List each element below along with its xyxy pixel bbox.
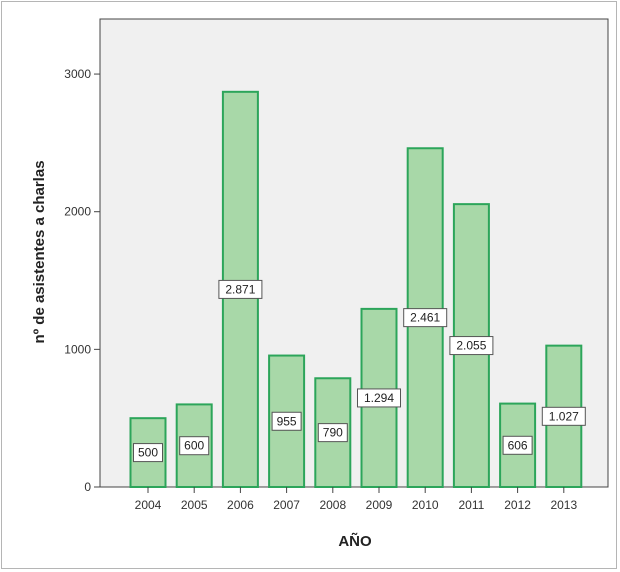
x-tick-label: 2009 bbox=[366, 498, 393, 512]
data-label-2010: 2.461 bbox=[410, 311, 440, 325]
data-label-box-2005 bbox=[179, 436, 210, 456]
data-label-box-2004 bbox=[133, 443, 163, 463]
data-label-box-2012 bbox=[502, 435, 533, 455]
data-label-2009: 1.294 bbox=[364, 391, 394, 405]
y-tick-label: 1000 bbox=[64, 342, 91, 356]
data-label-box-2006 bbox=[218, 279, 263, 299]
y-tick-label: 3000 bbox=[64, 67, 91, 81]
data-label-2005: 600 bbox=[184, 439, 204, 453]
x-tick-label: 2011 bbox=[458, 498, 484, 512]
data-label-2007: 955 bbox=[277, 414, 297, 428]
data-label-box-2008 bbox=[317, 423, 348, 443]
data-label-2013: 1.027 bbox=[549, 409, 579, 423]
data-label-2012: 606 bbox=[508, 438, 528, 452]
x-tick-label: 2007 bbox=[273, 498, 300, 512]
y-tick-label: 2000 bbox=[64, 205, 91, 219]
data-label-2004: 500 bbox=[138, 446, 158, 460]
data-labels-group: 500 600 2.871 955 790 1.294 2.461 2.055 606 1.027 bbox=[133, 279, 586, 463]
x-tick-label: 2006 bbox=[227, 498, 254, 512]
data-label-box-2009 bbox=[357, 388, 401, 408]
data-label-box-2013 bbox=[541, 406, 586, 426]
x-axis: 2004 2005 2006 2007 2008 2009 2010 2011 2012 2013 bbox=[135, 487, 577, 512]
y-axis-title: nº de asistentes a charlas bbox=[31, 160, 48, 343]
y-tick-label: 0 bbox=[84, 480, 91, 494]
data-label-2008: 790 bbox=[323, 426, 343, 440]
x-tick-label: 2010 bbox=[412, 498, 439, 512]
y-axis: 0 1000 2000 3000 bbox=[64, 67, 100, 494]
data-label-box-2007 bbox=[271, 411, 302, 431]
data-label-2011: 2.055 bbox=[456, 339, 486, 353]
x-tick-label: 2012 bbox=[504, 498, 531, 512]
data-label-2006: 2.871 bbox=[225, 282, 255, 296]
x-tick-label: 2004 bbox=[135, 498, 162, 512]
data-label-box-2010 bbox=[403, 308, 448, 328]
data-label-box-2011 bbox=[449, 336, 494, 356]
x-tick-label: 2013 bbox=[550, 498, 577, 512]
x-tick-label: 2008 bbox=[319, 498, 346, 512]
x-tick-label: 2005 bbox=[181, 498, 208, 512]
x-axis-title: AÑO bbox=[338, 532, 372, 550]
